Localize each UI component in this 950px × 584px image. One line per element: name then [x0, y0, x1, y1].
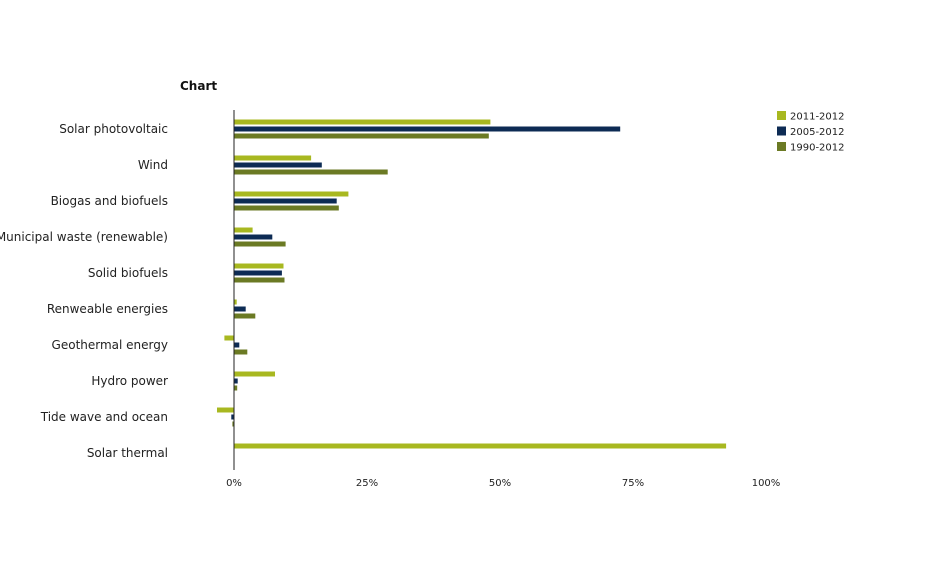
category-label: Biogas and biofuels	[51, 194, 168, 208]
bar	[217, 407, 234, 413]
legend-swatch	[777, 142, 786, 151]
bar	[234, 119, 491, 125]
legend-label: 2011-2012	[790, 112, 845, 123]
legend-swatch	[777, 111, 786, 120]
bar	[234, 385, 238, 391]
x-tick-label: 50%	[489, 478, 511, 489]
bar	[234, 126, 621, 132]
bar	[234, 133, 489, 139]
category-label: Hydro power	[91, 374, 168, 388]
category-label: Renweable energies	[47, 302, 168, 316]
category-label: Solid biofuels	[88, 266, 168, 280]
bar	[234, 349, 248, 355]
category-label: Solar thermal	[87, 446, 168, 460]
bar	[234, 263, 284, 269]
x-tick-label: 25%	[356, 478, 378, 489]
bar	[234, 162, 322, 168]
bar	[234, 198, 337, 204]
bar	[234, 378, 238, 384]
bar	[234, 270, 282, 276]
bar	[231, 414, 234, 420]
bar	[234, 155, 312, 161]
bar	[234, 191, 349, 197]
bar	[234, 342, 240, 348]
x-tick-label: 75%	[622, 478, 644, 489]
legend-label: 2005-2012	[790, 127, 845, 138]
bar	[234, 371, 275, 377]
bar	[234, 234, 273, 240]
category-label: Wind	[138, 158, 168, 172]
category-label: Geothermal energy	[52, 338, 168, 352]
bar	[234, 443, 727, 449]
x-tick-label: 0%	[226, 478, 242, 489]
legend-label: 1990-2012	[790, 143, 845, 154]
bar	[234, 299, 237, 305]
x-tick-label: 100%	[752, 478, 781, 489]
bar	[234, 241, 286, 247]
bar	[224, 335, 234, 341]
bar	[234, 306, 246, 312]
bar	[234, 277, 285, 283]
category-label: Solar photovoltaic	[59, 122, 168, 136]
chart-title: Chart	[180, 79, 217, 93]
category-label: Tide wave and ocean	[40, 410, 168, 424]
bar	[232, 421, 234, 427]
bar	[234, 205, 339, 211]
plot-area: Solar photovoltaic Wind Biogas and biofuel…	[0, 110, 780, 489]
category-label: Municipal waste (renewable)	[0, 230, 168, 244]
bar	[234, 169, 388, 175]
bar	[234, 313, 256, 319]
legend: 2011-2012 2005-2012 1990-2012	[777, 111, 845, 154]
legend-swatch	[777, 126, 786, 136]
bar	[234, 227, 253, 233]
